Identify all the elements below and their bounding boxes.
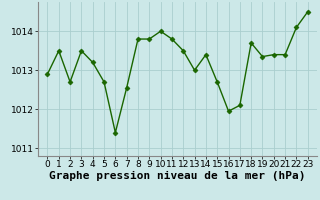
X-axis label: Graphe pression niveau de la mer (hPa): Graphe pression niveau de la mer (hPa) xyxy=(49,171,306,181)
